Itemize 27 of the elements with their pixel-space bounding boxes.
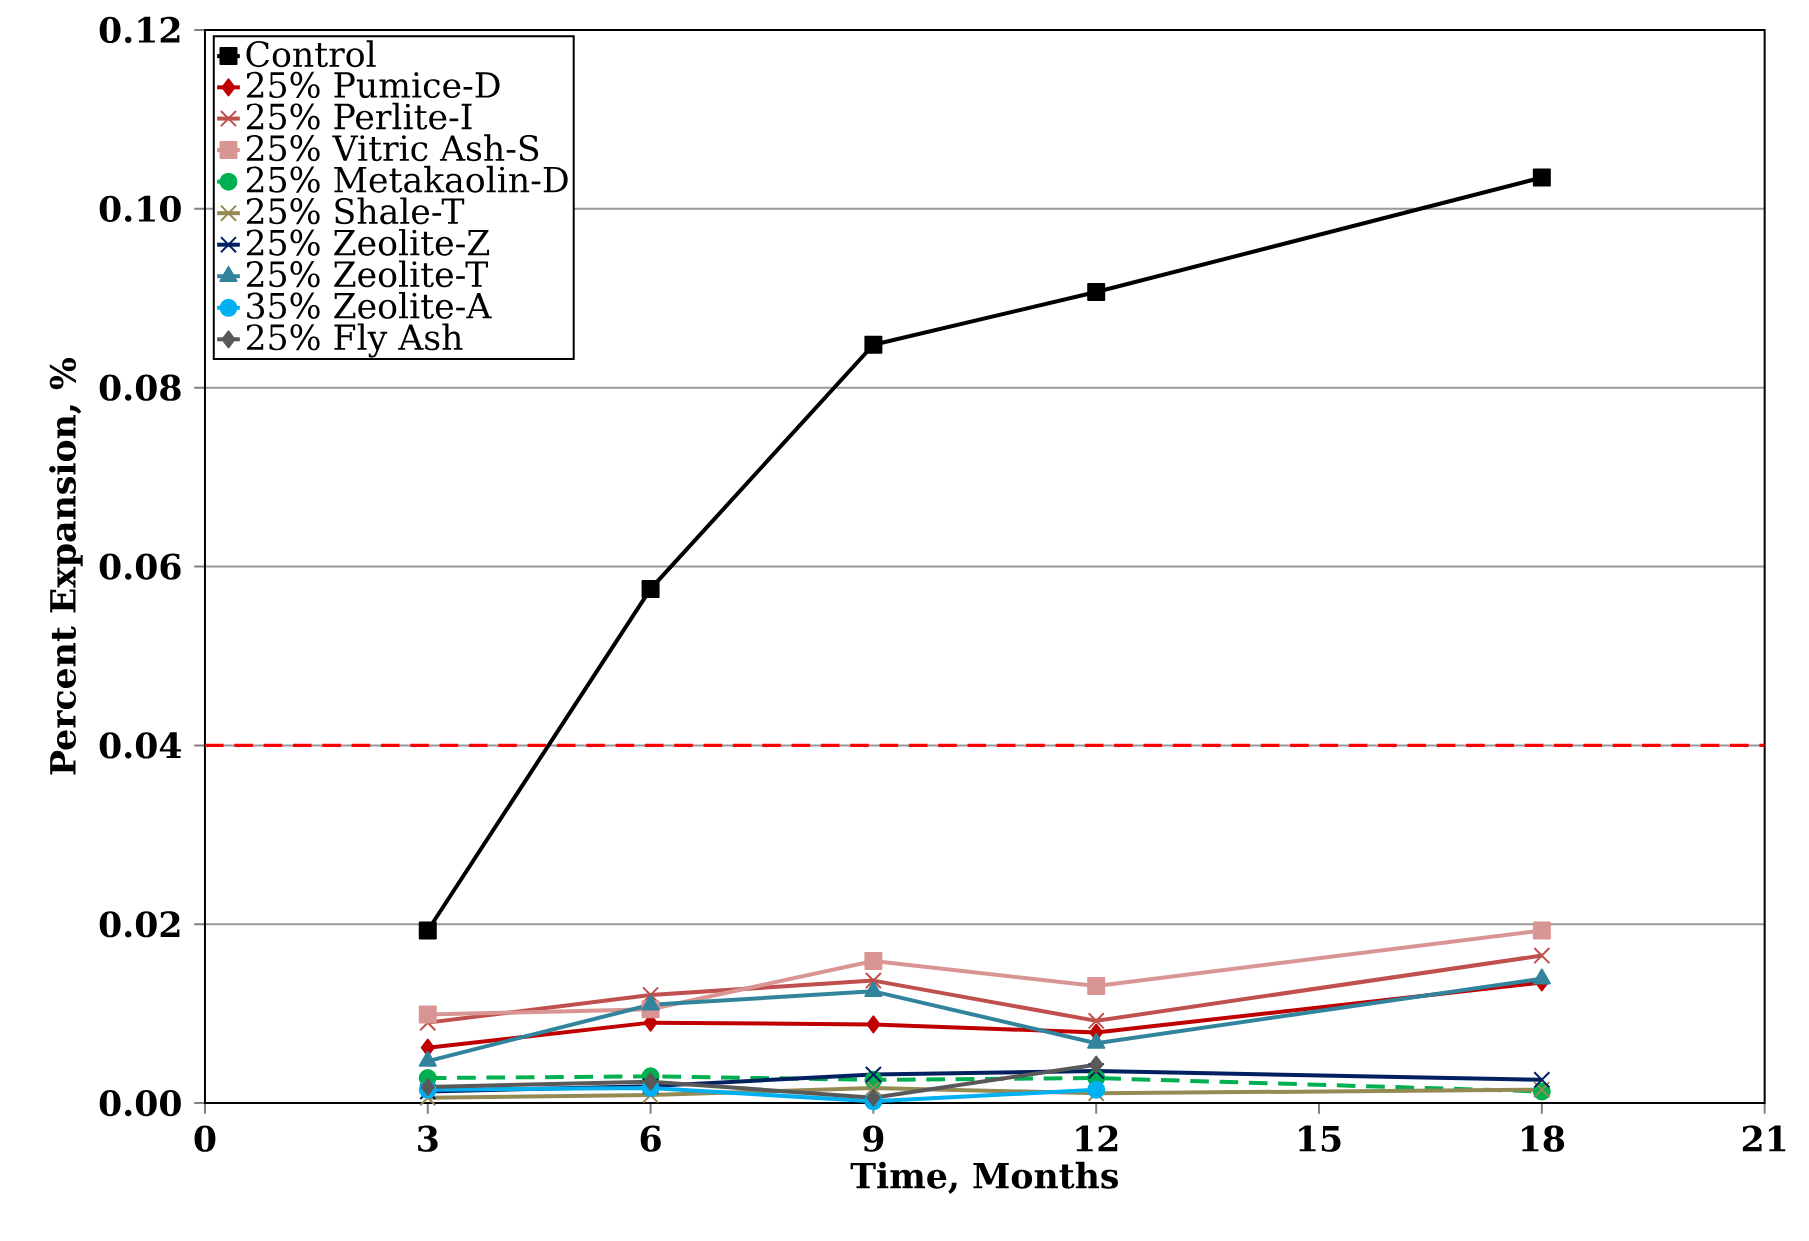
- legend-label: 25% Perlite-I: [246, 102, 472, 130]
- x-tick-label: 21: [1742, 1125, 1786, 1152]
- y-tick-label: 0.08: [99, 374, 181, 401]
- y-tick-label: 0.06: [99, 553, 181, 580]
- legend-label: 25% Zeolite-T: [246, 260, 488, 288]
- legend-label: 25% Zeolite-Z: [246, 228, 490, 256]
- y-axis-title: Percent Expansion, %: [49, 357, 83, 775]
- legend-label: 25% Pumice-D: [246, 71, 500, 99]
- y-tick-label: 0.02: [99, 911, 180, 938]
- x-tick-label: 18: [1521, 1125, 1565, 1152]
- legend-label: 25% Metakaolin-D: [246, 165, 568, 193]
- y-tick-label: 0.10: [99, 195, 181, 222]
- legend-label: 25% Shale-T: [246, 197, 465, 225]
- x-tick-label: 3: [418, 1125, 438, 1152]
- x-tick-label: 6: [640, 1125, 661, 1152]
- y-tick-label: 0.12: [99, 16, 180, 44]
- y-tick-label: 0.00: [99, 1089, 181, 1117]
- y-tick-label: 0.04: [99, 732, 182, 759]
- legend-label: Control: [246, 40, 376, 68]
- x-tick-label: 9: [863, 1125, 884, 1152]
- x-tick-label: 12: [1076, 1125, 1118, 1152]
- legend-label: 25% Fly Ash: [246, 323, 463, 358]
- x-tick-label: 0: [194, 1125, 216, 1152]
- legend-label: 35% Zeolite-A: [247, 291, 492, 319]
- x-axis-title: Time, Months: [850, 1161, 1118, 1194]
- x-tick-label: 15: [1299, 1125, 1341, 1152]
- legend-label: 25% Vitric Ash-S: [246, 134, 539, 162]
